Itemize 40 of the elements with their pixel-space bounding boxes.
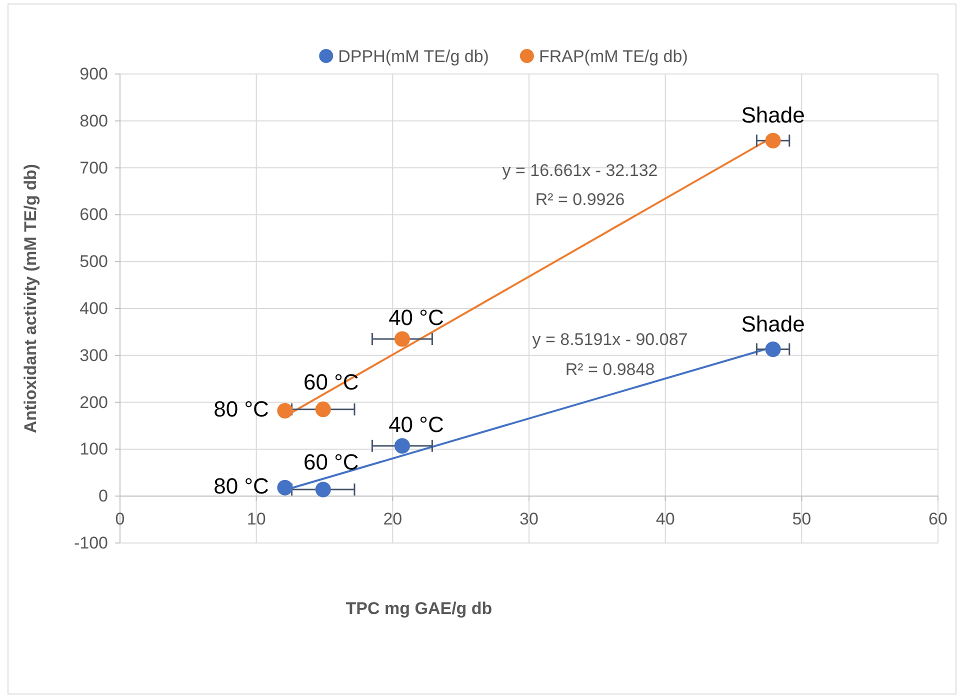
y-tick-label: 800 [80,111,108,130]
x-tick-label: 20 [383,510,402,528]
annotation: R² = 0.9848 [565,360,655,379]
y-tick-label: 0 [98,486,108,506]
x-tick-label: 50 [792,510,812,528]
annotation: y = 8.5191x - 90.087 [532,330,688,349]
y-tick-label: 700 [80,158,108,178]
y-tick-label: 300 [80,346,108,365]
point [277,480,293,496]
legend-label: DPPH(mM TE/g db) [338,47,489,66]
x-tick-label: 10 [246,510,266,528]
annotation: Shade [741,102,805,128]
y-axis-title: Antioxidant activity (mM TE/g db) [21,164,40,434]
annotation: R² = 0.9926 [535,190,625,209]
point [765,342,781,358]
x-axis-title: TPC mg GAE/g db [346,599,492,618]
point [277,402,293,419]
y-tick-label: 900 [80,64,108,84]
y-tick-label: 600 [80,205,108,224]
y-tick-label: 100 [80,440,108,459]
point [394,331,410,347]
y-tick-label: 500 [80,252,108,272]
x-tick-label: 0 [115,510,125,528]
point [315,402,331,418]
annotation: 80 °C [214,396,270,422]
point [394,438,410,454]
x-tick-label: 30 [520,510,538,528]
point [765,132,781,148]
annotation: 60 °C [303,450,359,475]
annotation: y = 16.661x - 32.132 [502,161,658,180]
y-tick-label: 400 [80,298,108,318]
legend-label: FRAP(mM TE/g db) [538,47,688,66]
x-tick-label: 60 [928,510,948,528]
x-tick-label: 40 [656,510,675,528]
annotation: 40 °C [388,304,444,330]
annotation: 40 °C [388,412,444,437]
y-tick-label: 200 [80,392,108,412]
annotation: 80 °C [214,474,270,499]
y-tick-label: -100 [74,533,108,552]
annotation: Shade [741,311,805,336]
